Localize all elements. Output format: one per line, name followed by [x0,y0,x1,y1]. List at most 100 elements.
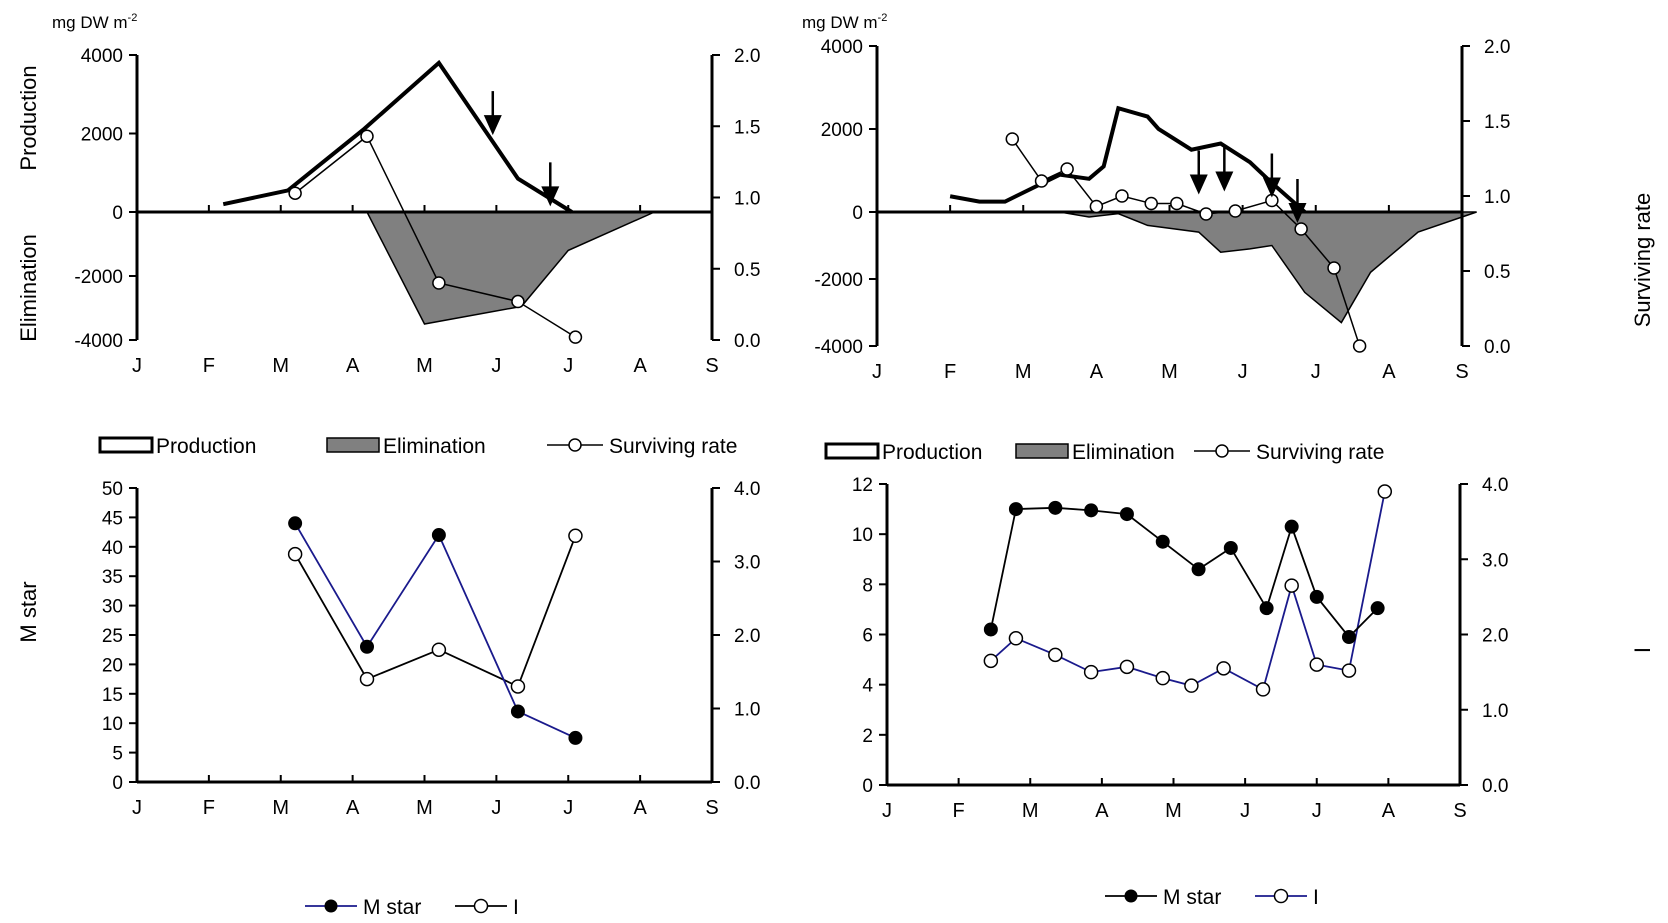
surviving-rate-point-top_right [1034,174,1049,188]
y-tick-label-bottom_left: 20 [102,655,123,676]
i-point-bottom_right [1309,657,1324,672]
y2-axis-title-i: I [1630,647,1655,653]
y2-tick-label-top_left: 0.0 [734,331,760,352]
x-tick-label-bottom_left: J [491,797,501,819]
surviving-rate-point-top_right [1060,162,1074,176]
mstar-point-bottom_right [1309,589,1324,604]
y-tick-label-top_right: 4000 [821,37,863,58]
x-tick-label-top_left: M [272,355,289,377]
surviving-rate-point-top_left [360,129,374,143]
mstar-point-bottom_right [1284,519,1299,534]
mstar-line-bottom_left [294,522,576,739]
y-tick-label-bottom_left: 0 [112,773,123,794]
y-tick-label-top_right: 2000 [821,120,863,141]
legend-surviving-label: Surviving rate [1256,441,1384,464]
i-point-bottom_right [1119,659,1135,675]
legend-bottom_left: M star I [305,896,519,919]
arrow-head-top_right [1288,203,1307,223]
unit-label-left: mg DW m-2 [52,12,137,32]
i-point-bottom_right [1008,631,1024,646]
legend-mstar-label: M star [363,896,421,919]
i-point-bottom_left [510,679,526,694]
x-tick-label-top_right: A [1382,361,1396,383]
y2-tick-label-top_right: 1.5 [1484,112,1510,133]
legend-top_left: Production Elimination Surviving rate [98,435,737,458]
y2-tick-label-top_right: 0.5 [1484,262,1510,283]
x-tick-label-bottom_right: A [1382,800,1396,822]
mstar-point-bottom_right [1223,540,1238,555]
mstar-point-bottom_right [1259,601,1274,616]
surviving-rate-point-top_right [1089,199,1104,214]
x-tick-label-top_right: J [872,361,882,383]
surviving-rate-point-top_right [1144,196,1158,211]
legend-bottom_right: M star I [1105,886,1319,909]
mstar-point-bottom_right [1084,503,1099,518]
mstar-point-bottom_left [431,528,446,543]
x-tick-label-bottom_left: S [705,797,718,819]
y-tick-label-top_left: 2000 [81,125,123,146]
legend-production-swatch [824,442,880,460]
surviving-rate-point-top_right [1327,261,1341,275]
x-tick-label-bottom_right: F [953,800,965,822]
y-tick-label-bottom_left: 40 [102,538,123,559]
i-point-bottom_right [1341,663,1357,678]
legend-production-swatch [98,436,154,454]
x-tick-label-top_right: M [1015,361,1032,383]
surviving-rate-point-top_right [1228,204,1243,218]
x-tick-label-top_left: J [491,355,501,377]
y-tick-label-bottom_right: 12 [852,475,873,496]
i-point-bottom_right [1377,484,1393,499]
mstar-point-bottom_right [1191,562,1206,577]
y-tick-label-bottom_left: 15 [102,685,123,706]
y2-tick-label-top_left: 1.5 [734,117,760,138]
y2-tick-label-bottom_left: 1.0 [734,700,760,721]
y-tick-label-top_left: 4000 [81,46,123,67]
mstar-point-bottom_left [288,516,303,531]
mstar-point-bottom_right [983,622,998,637]
x-tick-label-top_left: A [633,355,647,377]
legend-i-label: I [1313,886,1319,909]
legend-production-label: Production [156,435,256,458]
y2-tick-label-bottom_right: 1.0 [1482,701,1508,722]
x-tick-label-bottom_left: F [203,797,215,819]
mstar-point-bottom_right [1008,502,1023,517]
legend-surviving-marker [568,438,582,452]
x-tick-label-bottom_left: J [563,797,573,819]
arrow-head-top_left [483,115,502,136]
mstar-point-bottom_left [568,730,583,745]
x-tick-label-top_left: F [203,355,215,377]
y-tick-label-bottom_left: 5 [112,744,123,765]
surviving-rate-point-top_right [1294,222,1308,236]
arrow-head-top_right [1189,174,1208,195]
i-point-bottom_right [983,653,999,669]
x-tick-label-top_right: J [1238,361,1248,383]
y-tick-label-bottom_left: 50 [102,479,123,500]
elimination-area-top_left [365,211,655,325]
i-point-bottom_left [287,546,303,562]
y-tick-label-bottom_right: 8 [862,575,873,596]
y2-axis-title-surviving-rate: Surviving rate [1630,193,1655,328]
i-point-bottom_right [1155,670,1171,686]
mstar-point-bottom_right [1048,500,1063,515]
x-tick-label-bottom_left: M [272,797,289,819]
mstar-point-bottom_right [1341,630,1356,645]
i-point-bottom_right [1048,647,1063,663]
y2-tick-label-top_right: 2.0 [1484,37,1510,58]
i-line-bottom_left [294,535,577,688]
surviving-rate-point-top_right [1170,196,1184,211]
legend-i-marker [1273,888,1289,904]
y-tick-label-top_left: -4000 [74,331,123,352]
x-tick-label-top_left: J [563,355,573,377]
i-point-bottom_left [568,528,583,544]
x-tick-label-bottom_right: A [1095,800,1109,822]
x-tick-label-top_left: M [416,355,433,377]
legend-production-label: Production [882,441,982,464]
y2-tick-label-bottom_right: 3.0 [1482,550,1508,571]
y2-tick-label-bottom_left: 0.0 [734,773,760,794]
y-tick-label-bottom_left: 10 [102,714,123,735]
y-axis-title-production: Production [16,65,41,170]
mstar-point-bottom_right [1155,534,1170,549]
surviving-rate-point-top_left [511,294,525,309]
x-tick-label-bottom_left: A [633,797,647,819]
